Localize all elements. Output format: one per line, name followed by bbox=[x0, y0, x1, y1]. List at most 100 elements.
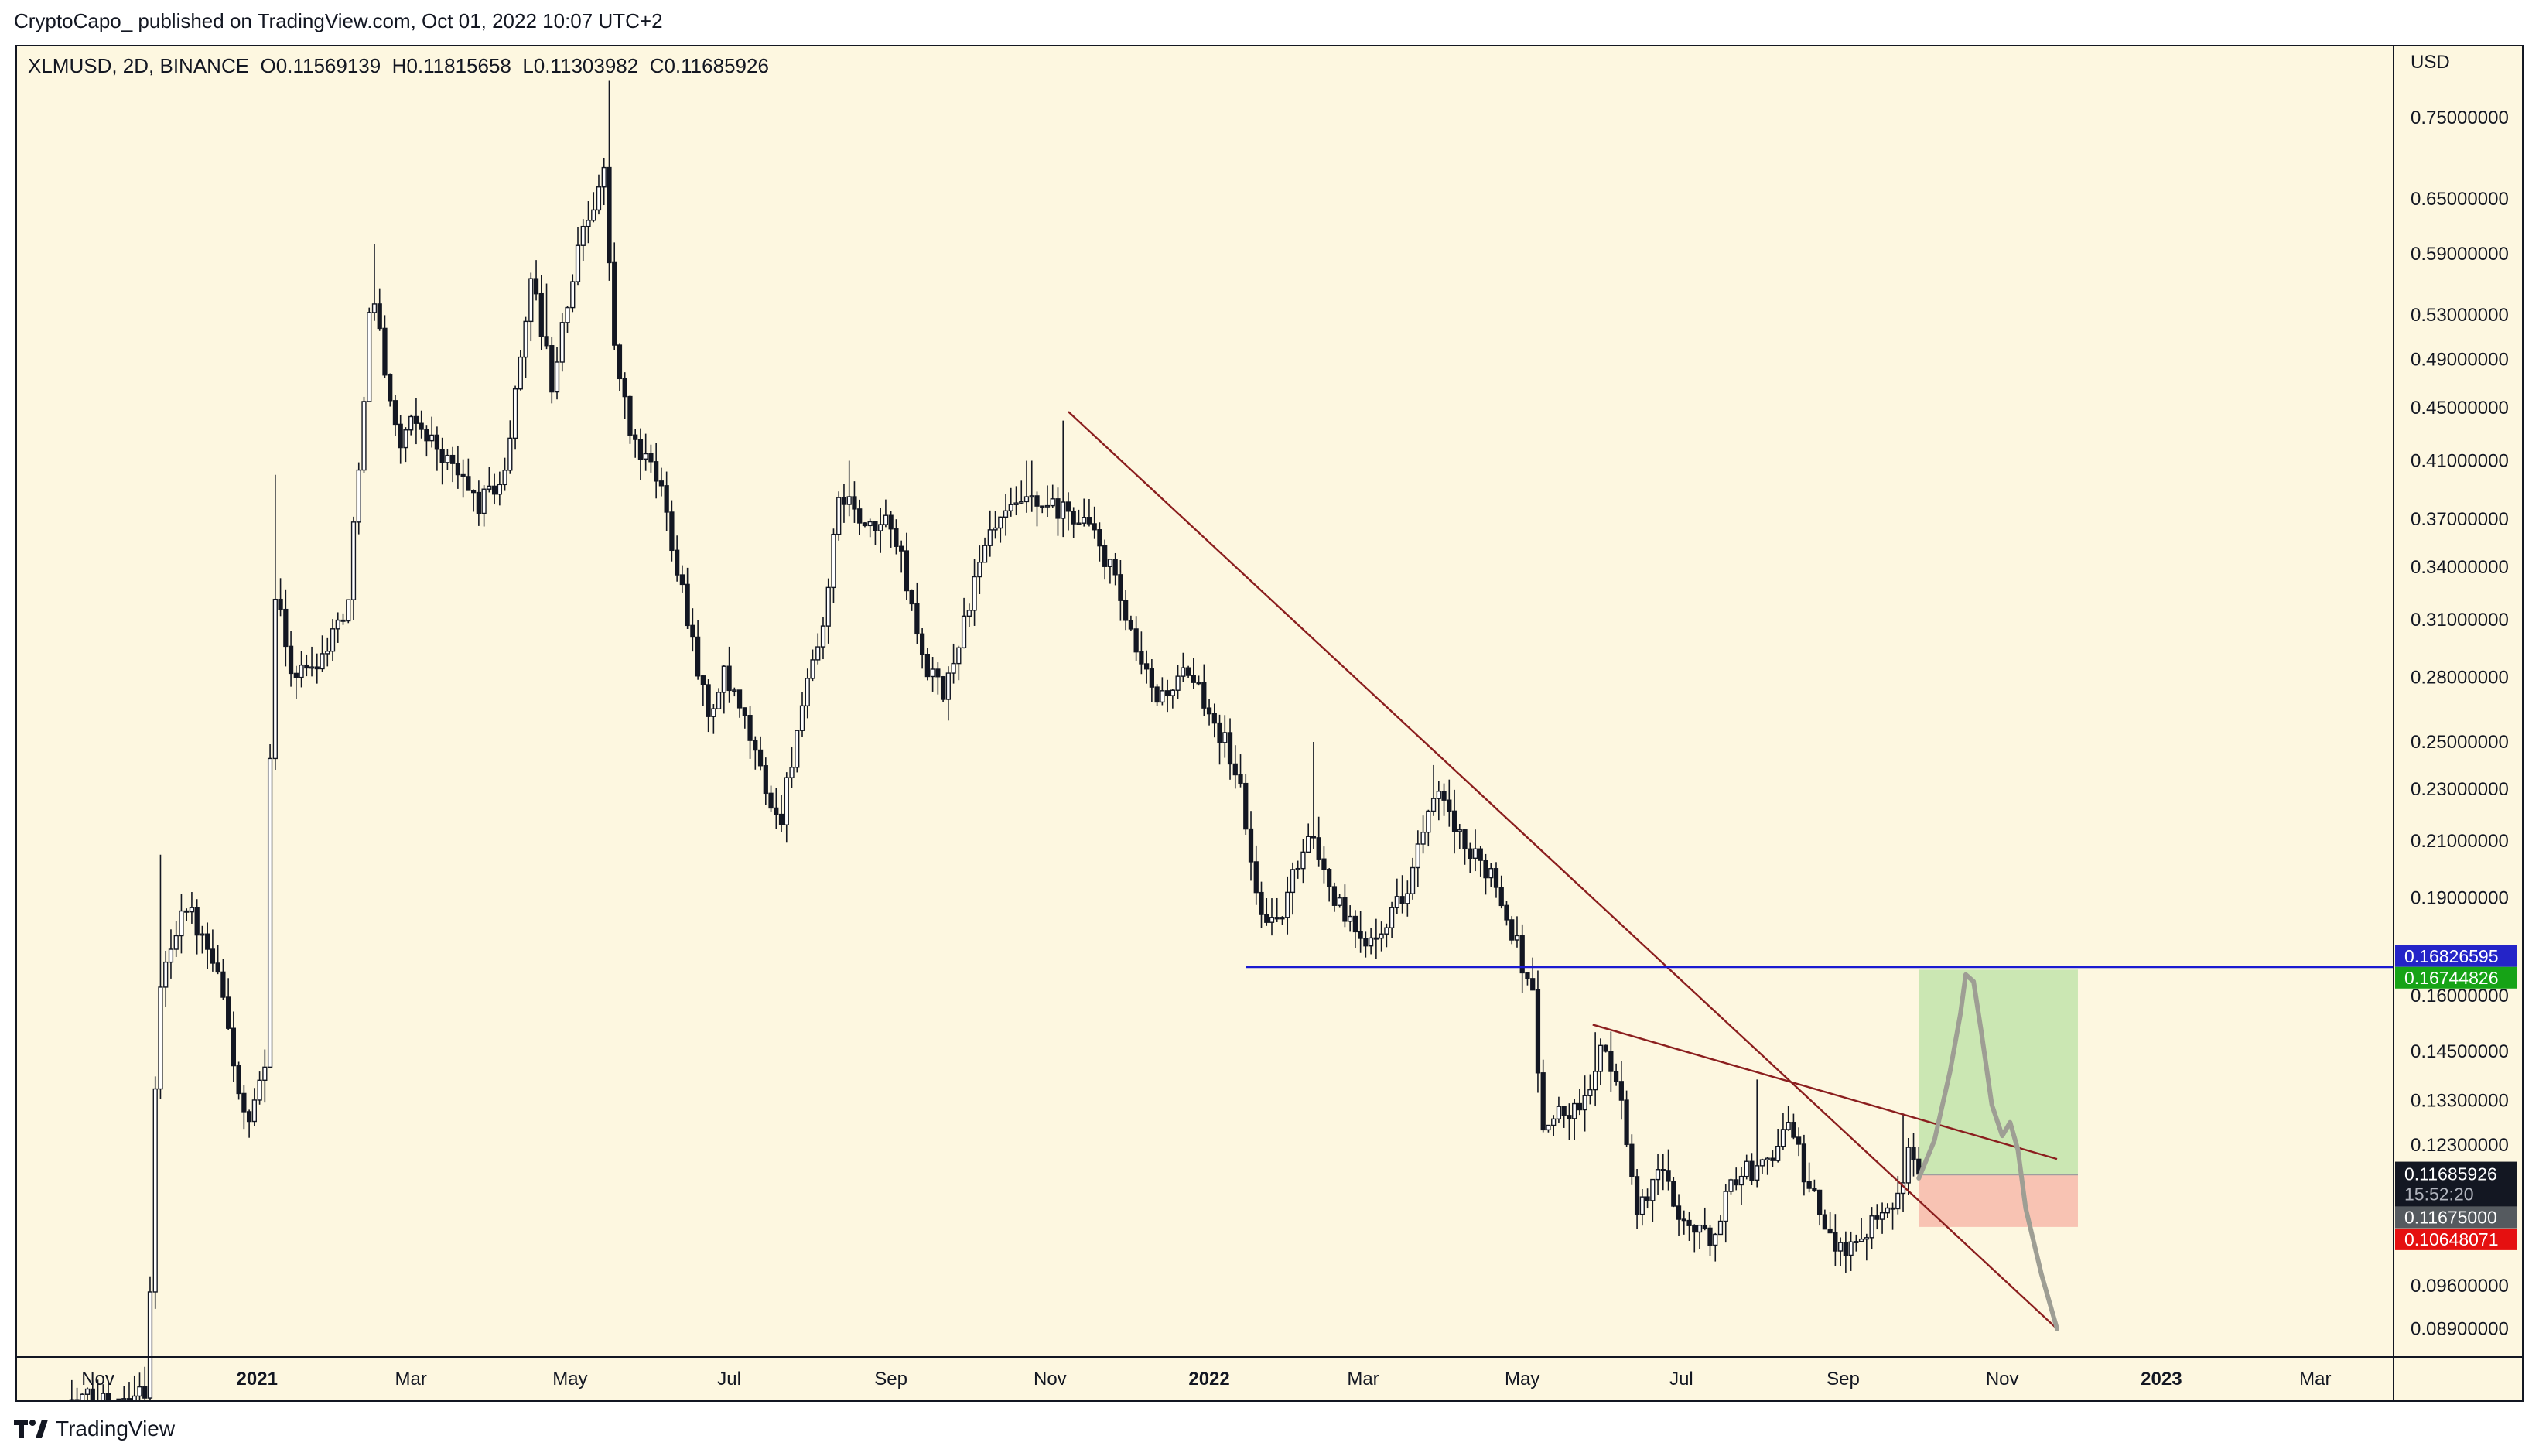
time-tick-label: Mar bbox=[1347, 1369, 1379, 1389]
price-chart[interactable]: USD 0.75000000 0.65000000 0.59000000 0.53000… bbox=[17, 46, 2524, 1402]
candle-body bbox=[679, 574, 685, 586]
candle-body bbox=[320, 653, 325, 670]
candle-body bbox=[1546, 1124, 1551, 1131]
candle-body bbox=[685, 583, 690, 627]
candle-body bbox=[612, 261, 617, 346]
candle-body bbox=[1738, 1175, 1744, 1186]
candle-body bbox=[1050, 498, 1055, 507]
candle-body bbox=[1681, 1218, 1686, 1222]
secondary-downtrend-line[interactable] bbox=[1592, 1024, 2058, 1160]
candle-body bbox=[559, 322, 565, 363]
candle-body bbox=[1082, 517, 1087, 524]
candle-body bbox=[795, 730, 800, 768]
support-price-tag-text: 0.16826595 bbox=[2404, 946, 2499, 966]
price-tick-label: 0.14500000 bbox=[2411, 1041, 2509, 1062]
candle-body bbox=[1843, 1242, 1848, 1256]
candle-body bbox=[1133, 628, 1139, 653]
candle-body bbox=[1061, 501, 1066, 519]
tradingview-logo[interactable]: TradingView bbox=[14, 1416, 175, 1442]
candle-body bbox=[1306, 836, 1311, 853]
candle-body bbox=[251, 1099, 257, 1123]
candle-body bbox=[184, 910, 190, 913]
candle-body bbox=[1426, 810, 1431, 833]
candle-body bbox=[1369, 937, 1374, 947]
projection-path[interactable] bbox=[1916, 972, 2059, 1331]
time-tick-label: Nov bbox=[81, 1369, 114, 1389]
candle-body bbox=[753, 740, 758, 751]
time-tick-label: 2023 bbox=[2141, 1369, 2182, 1389]
time-tick-label: Mar bbox=[395, 1369, 427, 1389]
stop-price-tag-bg bbox=[2395, 1228, 2517, 1250]
candle-body bbox=[1812, 1188, 1817, 1191]
time-axis[interactable]: Nov 2021 Mar May Jul Sep Nov 2022 Mar May Jul Sep No… bbox=[17, 1356, 2524, 1389]
candle-body bbox=[84, 1388, 91, 1395]
candle-body bbox=[784, 777, 789, 825]
current-price-bg bbox=[2395, 1161, 2517, 1207]
candle-body bbox=[1786, 1122, 1791, 1130]
candle-body bbox=[356, 469, 361, 523]
candle-body bbox=[1483, 860, 1488, 879]
candle-body bbox=[977, 562, 982, 578]
candle-body bbox=[1660, 1169, 1666, 1171]
target-zone[interactable] bbox=[1919, 969, 2078, 1175]
candle-body bbox=[403, 429, 408, 449]
candle-body bbox=[591, 209, 596, 221]
candle-body bbox=[314, 666, 320, 670]
time-tick-label: Jul bbox=[717, 1369, 741, 1389]
footer-bar: TradingView bbox=[0, 1402, 2539, 1456]
candle-body bbox=[904, 550, 910, 592]
candle-body bbox=[346, 599, 351, 622]
candle-body bbox=[1065, 501, 1071, 512]
candle-body bbox=[1405, 893, 1410, 904]
candle-body bbox=[304, 664, 309, 669]
candle-body bbox=[658, 480, 665, 487]
candle-body bbox=[544, 336, 549, 347]
candle-body bbox=[1143, 663, 1150, 670]
candle-body bbox=[1128, 620, 1134, 630]
candle-body bbox=[200, 933, 205, 936]
chart-area[interactable]: USD 0.75000000 0.65000000 0.59000000 0.53000… bbox=[15, 45, 2524, 1402]
candle-body bbox=[810, 659, 815, 679]
price-tick-label: 0.65000000 bbox=[2411, 189, 2509, 210]
candle-body bbox=[862, 522, 868, 527]
price-tick-label: 0.28000000 bbox=[2411, 668, 2509, 689]
candle-body bbox=[1717, 1220, 1724, 1236]
candle-body bbox=[1040, 505, 1045, 508]
candle-body bbox=[1086, 517, 1092, 525]
candle-body bbox=[899, 545, 904, 552]
candle-body bbox=[1806, 1181, 1812, 1189]
candle-body bbox=[231, 1027, 237, 1067]
candle-body bbox=[757, 749, 764, 767]
candle-body bbox=[1462, 829, 1468, 850]
candle-body bbox=[137, 1386, 142, 1397]
candle-body bbox=[1447, 799, 1452, 812]
candle-body bbox=[1436, 791, 1441, 799]
candle-body bbox=[1759, 1159, 1765, 1167]
candle-body bbox=[1833, 1232, 1838, 1252]
candle-body bbox=[96, 1400, 100, 1402]
low-label: L bbox=[522, 54, 534, 77]
price-tick-label: 0.31000000 bbox=[2411, 610, 2509, 631]
open-label: O bbox=[260, 54, 276, 77]
candle-body bbox=[1618, 1081, 1624, 1101]
candle-body bbox=[1519, 935, 1525, 974]
price-tick-label: 0.19000000 bbox=[2411, 888, 2509, 909]
candle-body bbox=[1858, 1238, 1864, 1242]
candle-body bbox=[1911, 1147, 1916, 1160]
candle-body bbox=[815, 646, 821, 661]
stop-zone[interactable] bbox=[1919, 1174, 2078, 1227]
candle-body bbox=[330, 628, 336, 652]
candle-body bbox=[1686, 1219, 1692, 1226]
candle-body bbox=[846, 496, 852, 505]
candle-body bbox=[497, 484, 502, 495]
candle-body bbox=[1034, 495, 1040, 507]
main-downtrend-line[interactable] bbox=[1068, 411, 2058, 1330]
header-bar: CryptoCapo_ published on TradingView.com… bbox=[0, 0, 2539, 45]
candle-body bbox=[74, 1399, 80, 1400]
candle-body bbox=[1869, 1215, 1874, 1239]
price-axis[interactable]: USD 0.75000000 0.65000000 0.59000000 0.53000… bbox=[2393, 46, 2517, 1402]
candle-body bbox=[1796, 1136, 1802, 1145]
candle-body bbox=[1561, 1106, 1567, 1116]
candle-body bbox=[1770, 1157, 1775, 1161]
candle-body bbox=[278, 598, 283, 610]
